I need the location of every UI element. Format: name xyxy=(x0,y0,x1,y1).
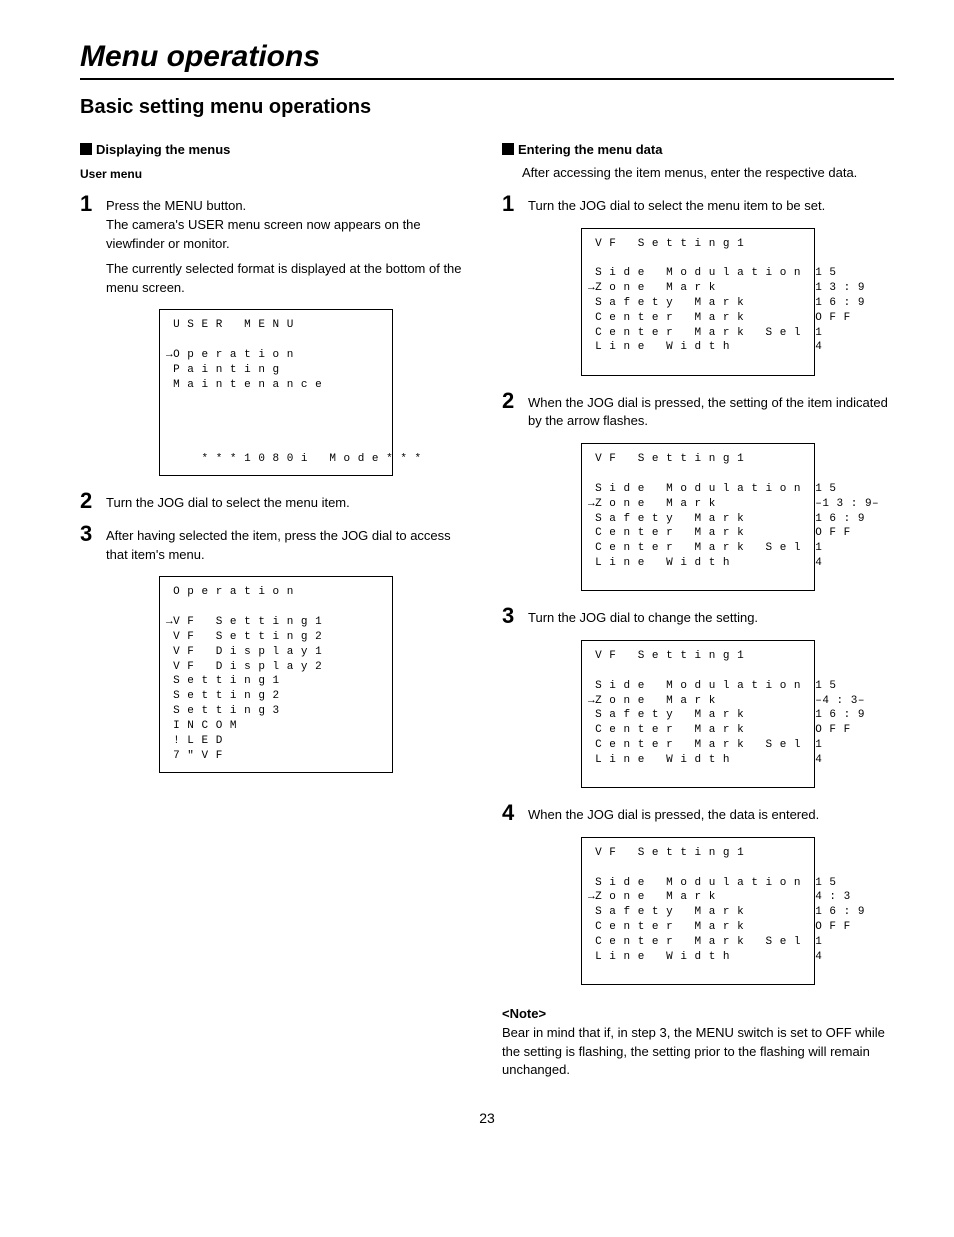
right-column: Entering the menu data After accessing t… xyxy=(502,137,894,1080)
step-text: Turn the JOG dial to select the menu ite… xyxy=(528,193,894,216)
block-mark-icon xyxy=(502,143,514,155)
step-number: 3 xyxy=(502,605,528,627)
user-menu-label: User menu xyxy=(80,166,472,183)
left-step-3: 3 After having selected the item, press … xyxy=(80,523,472,565)
step-text: Turn the JOG dial to select the menu ite… xyxy=(106,490,472,513)
screen-vf-b: V F S e t t i n g 1 S i d e M o d u l a … xyxy=(581,443,815,591)
left-step-1: 1 Press the MENU button. The camera's US… xyxy=(80,193,472,254)
right-heading-text: Entering the menu data xyxy=(518,142,662,157)
right-step-1: 1 Turn the JOG dial to select the menu i… xyxy=(502,193,894,216)
block-mark-icon xyxy=(80,143,92,155)
screen-vf-a: V F S e t t i n g 1 S i d e M o d u l a … xyxy=(581,228,815,376)
right-step-2: 2 When the JOG dial is pressed, the sett… xyxy=(502,390,894,432)
right-step-3: 3 Turn the JOG dial to change the settin… xyxy=(502,605,894,628)
right-step-4: 4 When the JOG dial is pressed, the data… xyxy=(502,802,894,825)
step-number: 2 xyxy=(80,490,106,512)
screen-vf-c: V F S e t t i n g 1 S i d e M o d u l a … xyxy=(581,640,815,788)
step-text: When the JOG dial is pressed, the data i… xyxy=(528,802,894,825)
page-subtitle: Basic setting menu operations xyxy=(80,96,894,119)
step-number: 2 xyxy=(502,390,528,412)
step-number: 1 xyxy=(80,193,106,215)
left-step1-extra: The currently selected format is display… xyxy=(106,260,472,298)
columns: Displaying the menus User menu 1 Press t… xyxy=(80,137,894,1080)
step-number: 3 xyxy=(80,523,106,545)
left-column: Displaying the menus User menu 1 Press t… xyxy=(80,137,472,1080)
page: Menu operations Basic setting menu opera… xyxy=(0,0,954,1166)
left-step-2: 2 Turn the JOG dial to select the menu i… xyxy=(80,490,472,513)
text: The camera's USER menu screen now appear… xyxy=(106,217,421,251)
page-number: 23 xyxy=(80,1110,894,1126)
step-text: Press the MENU button. The camera's USER… xyxy=(106,193,472,254)
note-heading: <Note> xyxy=(502,1005,894,1024)
screen-vf-d: V F S e t t i n g 1 S i d e M o d u l a … xyxy=(581,837,815,985)
screen-operation: O p e r a t i o n →V F S e t t i n g 1 V… xyxy=(159,576,393,772)
step-text: After having selected the item, press th… xyxy=(106,523,472,565)
page-title: Menu operations xyxy=(80,40,894,80)
step-number: 4 xyxy=(502,802,528,824)
right-heading: Entering the menu data xyxy=(502,141,894,160)
text: Press the MENU button. xyxy=(106,198,246,213)
step-text: When the JOG dial is pressed, the settin… xyxy=(528,390,894,432)
screen-user-menu: U S E R M E N U →O p e r a t i o n P a i… xyxy=(159,309,393,475)
note-body: Bear in mind that if, in step 3, the MEN… xyxy=(502,1024,894,1081)
right-intro: After accessing the item menus, enter th… xyxy=(522,164,894,183)
step-number: 1 xyxy=(502,193,528,215)
left-heading: Displaying the menus xyxy=(80,141,472,160)
left-heading-text: Displaying the menus xyxy=(96,142,230,157)
step-text: Turn the JOG dial to change the setting. xyxy=(528,605,894,628)
